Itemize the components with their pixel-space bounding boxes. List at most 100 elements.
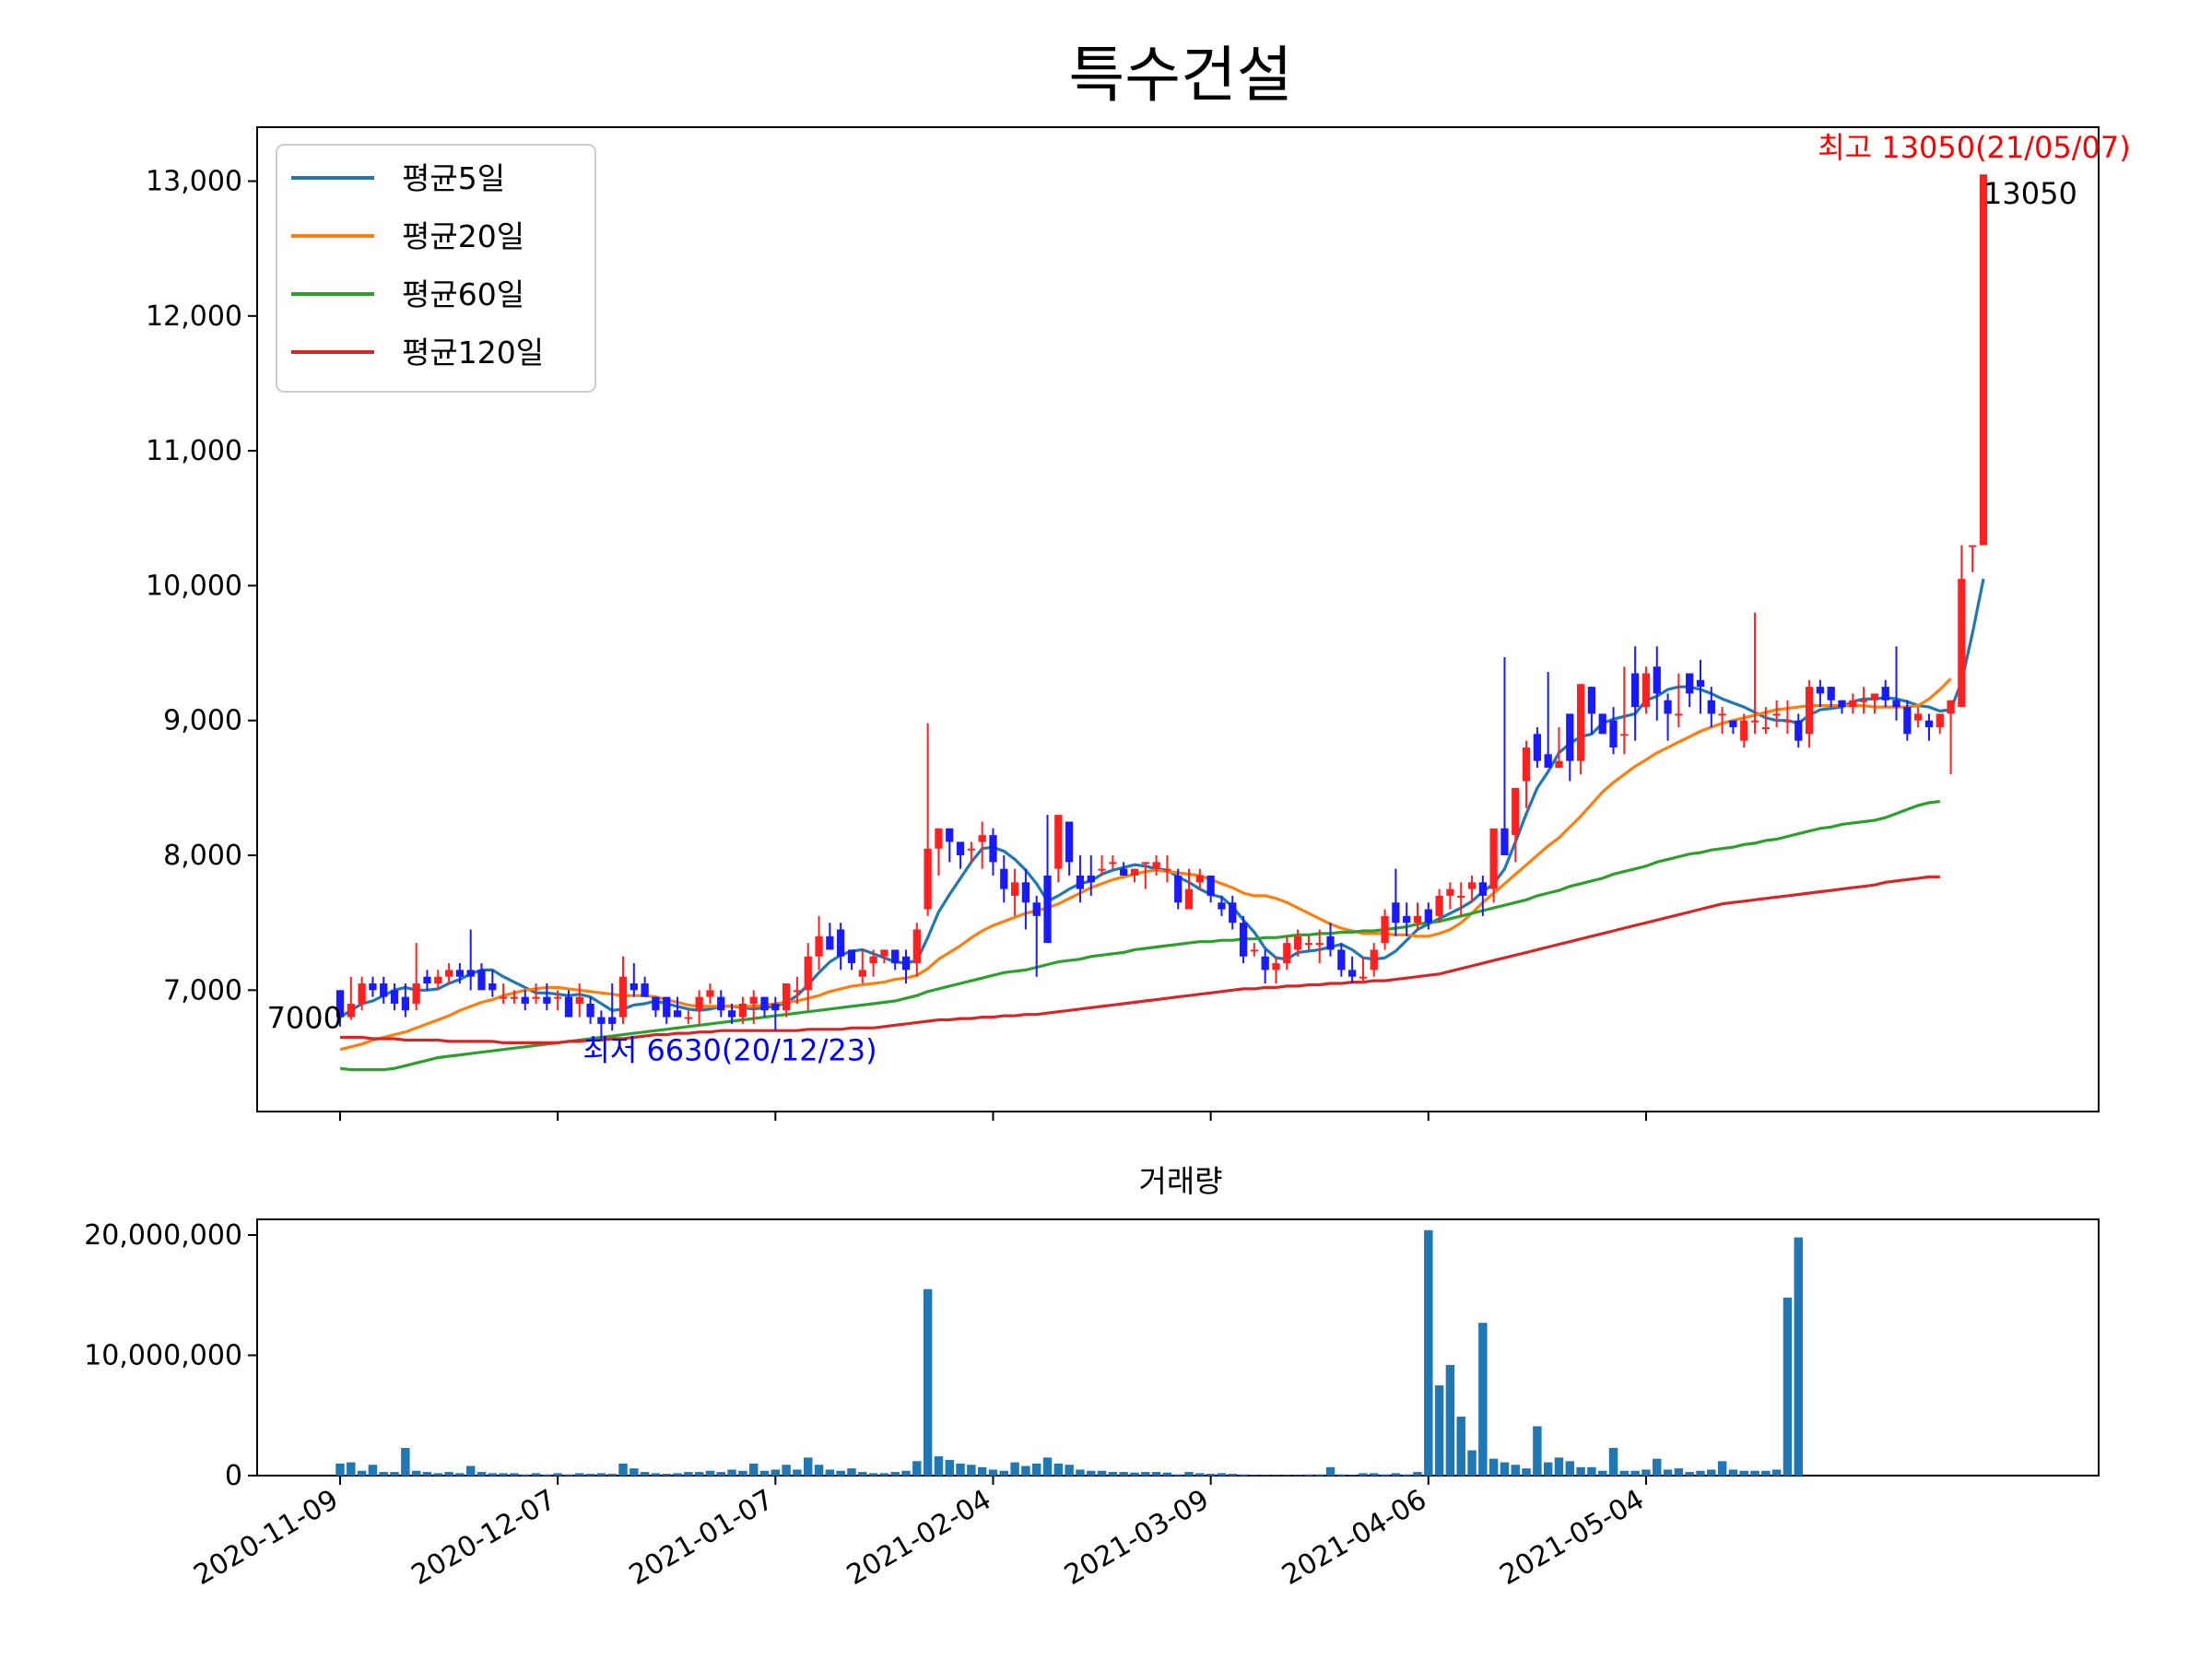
candle xyxy=(1750,612,1759,735)
candle-body xyxy=(989,835,997,863)
candle-body xyxy=(1120,868,1128,876)
candle-body xyxy=(1838,700,1846,708)
volume-bar xyxy=(727,1469,736,1476)
candle xyxy=(1849,693,1857,714)
candle-body xyxy=(347,1003,355,1018)
volume-bar xyxy=(1707,1469,1716,1476)
candle-body xyxy=(1304,943,1313,946)
candle xyxy=(510,990,519,1004)
candle xyxy=(1413,902,1422,930)
volume-bar xyxy=(1228,1474,1237,1476)
candle xyxy=(717,990,725,1018)
candle xyxy=(1718,707,1726,735)
candle-body xyxy=(1870,693,1879,700)
candle xyxy=(1272,956,1280,984)
candle-body xyxy=(1849,700,1857,708)
candle-body xyxy=(641,983,649,997)
candle xyxy=(738,996,747,1024)
candle xyxy=(434,970,442,991)
volume-bar xyxy=(1685,1472,1694,1476)
candle-body xyxy=(695,996,703,1011)
candle xyxy=(1794,713,1803,747)
candle-body xyxy=(412,983,420,1004)
candle xyxy=(1881,679,1889,708)
candle xyxy=(1838,700,1846,714)
low-annotation: 최저 6630(20/12/23) xyxy=(582,1032,877,1067)
volume-bar xyxy=(607,1474,617,1476)
candle xyxy=(782,983,791,1018)
volume-bar xyxy=(1380,1474,1390,1476)
candle xyxy=(1054,815,1063,883)
candle-body xyxy=(1478,882,1487,896)
candle-body xyxy=(837,929,845,957)
candle xyxy=(869,949,877,977)
candle-body xyxy=(673,1010,682,1018)
volume-bar xyxy=(1087,1470,1096,1476)
candle-body xyxy=(358,983,366,1004)
volume-bar xyxy=(923,1288,933,1476)
volume-bar xyxy=(804,1457,813,1476)
candle-body xyxy=(1892,700,1900,708)
candle xyxy=(912,923,921,977)
candle-body xyxy=(1435,895,1443,916)
candle-body xyxy=(1533,734,1542,761)
candle xyxy=(880,949,888,964)
candle-body xyxy=(1979,174,1988,546)
candle-body xyxy=(335,990,345,1018)
candle-body xyxy=(401,996,409,1011)
volume-bar xyxy=(379,1472,388,1476)
volume-bar xyxy=(1162,1472,1172,1476)
candle-body xyxy=(564,996,573,1018)
volume-bar xyxy=(1119,1472,1128,1476)
candle xyxy=(663,996,671,1024)
high-annotation: 최고 13050(21/05/07) xyxy=(1818,130,2131,165)
candle xyxy=(488,970,497,997)
candle xyxy=(1457,882,1465,916)
candle-body xyxy=(1315,943,1324,946)
candle-body xyxy=(727,1010,736,1018)
candle-body xyxy=(760,996,769,1011)
volume-bar xyxy=(847,1468,856,1476)
candle-body xyxy=(1914,713,1923,721)
candle-body xyxy=(1337,949,1346,971)
volume-bar xyxy=(477,1472,487,1476)
volume-bar xyxy=(1597,1470,1607,1476)
volume-bar xyxy=(1424,1230,1433,1476)
volume-bar xyxy=(662,1474,671,1476)
volume-bar xyxy=(553,1473,562,1476)
candle xyxy=(673,996,682,1018)
candle-body xyxy=(629,983,638,991)
candle xyxy=(1065,821,1074,876)
volume-bar xyxy=(738,1470,747,1476)
candle-body xyxy=(858,970,866,977)
volume-bar xyxy=(357,1470,367,1476)
volume-bar xyxy=(368,1465,378,1476)
candle-body xyxy=(1174,875,1182,903)
candle-body xyxy=(935,828,943,849)
candle-body xyxy=(1065,821,1074,863)
date-tick-label: 2021-04-06 xyxy=(1277,1484,1431,1592)
candle-body xyxy=(717,996,725,1011)
candle-body xyxy=(1141,862,1149,865)
volume-bar xyxy=(1761,1470,1771,1476)
candle xyxy=(935,828,943,876)
candle-body xyxy=(652,996,660,1011)
candle-body xyxy=(1772,713,1781,716)
ma120-line xyxy=(340,875,1940,1045)
candle-body xyxy=(1750,720,1759,723)
candle xyxy=(989,828,997,876)
candle-body xyxy=(1043,875,1052,944)
candle-body xyxy=(1544,754,1552,768)
candle-body xyxy=(1566,713,1574,761)
candle-body xyxy=(1032,902,1041,916)
volume-bar xyxy=(1522,1468,1531,1476)
candle xyxy=(1936,713,1944,735)
legend-label-ma60: 평균60일 xyxy=(402,276,524,312)
candle-body xyxy=(1729,720,1737,728)
candle xyxy=(358,976,366,1011)
volume-bar xyxy=(1641,1469,1651,1476)
volume-bar xyxy=(1076,1469,1085,1476)
candle xyxy=(1174,868,1182,910)
volume-bar xyxy=(1783,1297,1793,1476)
candle-body xyxy=(618,976,628,1018)
